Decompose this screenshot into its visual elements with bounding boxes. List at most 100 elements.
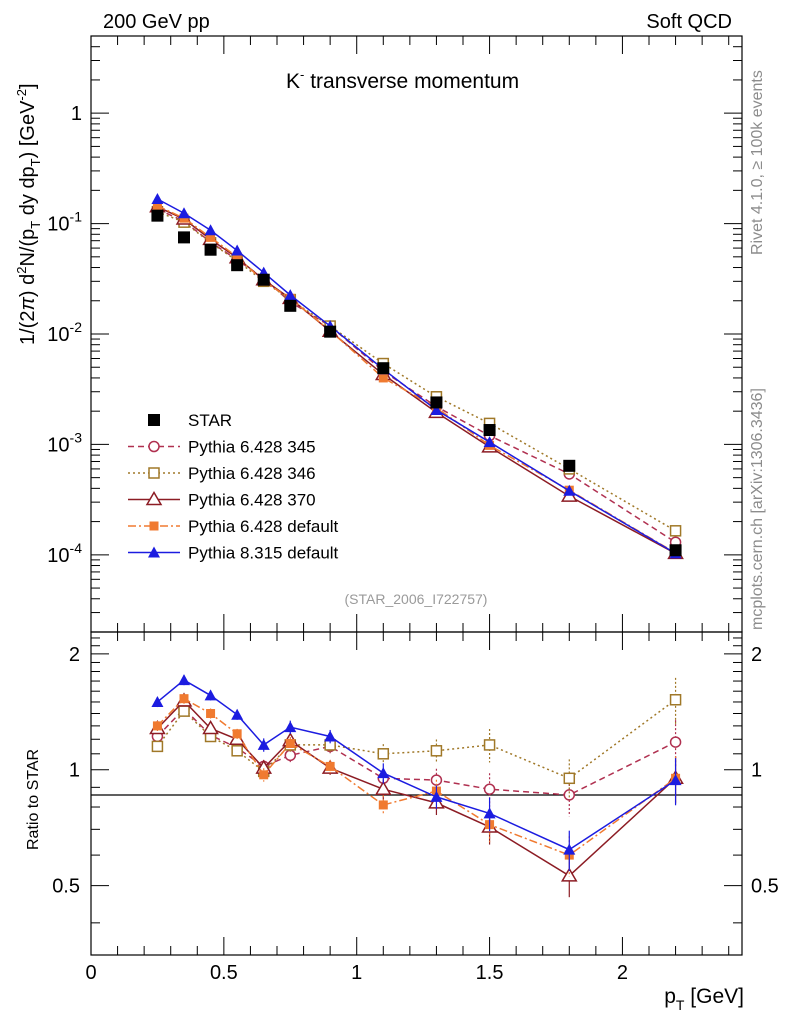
data-point [483, 783, 496, 795]
series-line [156, 697, 677, 856]
x-tick-label: 2 [617, 962, 628, 984]
data-point [151, 740, 164, 753]
data-point [232, 252, 242, 262]
data-point [430, 396, 443, 409]
data-point [377, 767, 390, 779]
data-point [563, 484, 576, 496]
ratio-y-tick-label-left: 1 [69, 760, 80, 782]
data-point [259, 770, 269, 780]
data-point [231, 259, 244, 272]
data-point [374, 780, 392, 795]
data-point [152, 721, 162, 731]
data-point [232, 729, 242, 739]
data-point [204, 224, 217, 236]
data-point [231, 708, 244, 720]
data-point [148, 467, 160, 479]
data-point [563, 772, 576, 785]
ratio-y-axis-title: Ratio to STAR [25, 749, 42, 850]
y-tick-label: 1 [71, 103, 82, 125]
data-point [284, 289, 297, 301]
x-tick-label: 0.5 [210, 962, 238, 984]
data-point [669, 736, 682, 748]
data-point [669, 694, 682, 706]
x-axis-title: pT [GeV] [664, 985, 744, 1013]
data-point [378, 373, 388, 383]
series-line [157, 205, 676, 554]
y-tick-label: 10-2 [47, 319, 82, 346]
x-tick-label: 1 [351, 962, 362, 984]
data-point [257, 738, 270, 750]
x-tick-label: 0 [85, 962, 96, 984]
data-point [151, 192, 164, 204]
data-point [151, 209, 164, 222]
data-point [377, 748, 390, 760]
legend-entry-label: Pythia 6.428 345 [188, 438, 316, 457]
data-point [669, 544, 682, 557]
ratio-y-tick-label-right: 0.5 [751, 876, 779, 898]
data-point [430, 403, 443, 415]
legend-entry-label: STAR [188, 411, 232, 430]
mcplots-reference-label: mcplots.cern.ch [arXiv:1306.3436] [749, 388, 766, 630]
data-point [178, 674, 190, 686]
series-line [156, 679, 676, 851]
data-point [178, 207, 190, 219]
data-point [324, 730, 337, 742]
data-point [563, 459, 576, 472]
y-tick-label: 10-3 [47, 429, 82, 456]
data-point [204, 689, 217, 701]
plot-title: K- transverse momentum [286, 67, 519, 93]
data-point [202, 719, 219, 735]
data-point [669, 525, 682, 537]
category-label: Soft QCD [646, 11, 732, 33]
main-y-axis-title: 1/(2π) d2N/(pT dy dpT) [GeV-2] [14, 83, 43, 345]
legend-entry-label: Pythia 8.315 default [188, 544, 339, 563]
series-line [157, 198, 676, 555]
data-point [231, 745, 243, 757]
ratio-y-tick-label-left: 2 [69, 644, 80, 666]
data-point [669, 774, 682, 786]
ratio-y-tick-label-left: 0.5 [52, 876, 80, 898]
legend-entry-label: Pythia 6.428 346 [188, 464, 316, 483]
data-point [563, 789, 576, 801]
data-point [151, 695, 164, 707]
data-point [206, 709, 216, 719]
ratio-y-tick-label-right: 2 [751, 644, 762, 666]
data-point [148, 440, 160, 453]
ratio-y-tick-label-right: 1 [751, 760, 762, 782]
data-point [178, 231, 190, 244]
legend-entry-label: Pythia 6.428 370 [188, 491, 316, 510]
rivet-version-label: Rivet 4.1.0, ≥ 100k events [749, 70, 766, 255]
data-point [483, 807, 496, 819]
analysis-id-watermark: (STAR_2006_I722757) [345, 591, 488, 607]
data-point [560, 867, 578, 882]
data-point [257, 273, 270, 286]
data-point [178, 705, 190, 717]
data-point [145, 491, 163, 506]
data-point [483, 436, 496, 448]
data-point [325, 761, 335, 771]
data-point [378, 800, 388, 810]
y-tick-label: 10-1 [47, 209, 82, 236]
data-point [148, 546, 160, 558]
data-point [483, 739, 496, 751]
ratio-plot-frame [90, 631, 743, 956]
data-point [284, 721, 297, 733]
data-point [284, 749, 297, 762]
data-point [206, 232, 216, 242]
y-tick-label: 10-4 [47, 540, 82, 567]
data-point [152, 201, 162, 211]
data-point [430, 745, 443, 757]
data-point [148, 414, 160, 426]
data-point [563, 843, 576, 855]
data-point [284, 299, 297, 312]
x-tick-label: 1.5 [476, 962, 504, 984]
data-point [285, 738, 295, 748]
data-point [430, 790, 443, 802]
data-point [483, 424, 496, 437]
legend-entry-label: Pythia 6.428 default [188, 517, 339, 536]
data-point [204, 243, 217, 256]
data-point [231, 244, 244, 256]
energy-label: 200 GeV pp [103, 11, 210, 33]
data-point [179, 694, 189, 704]
